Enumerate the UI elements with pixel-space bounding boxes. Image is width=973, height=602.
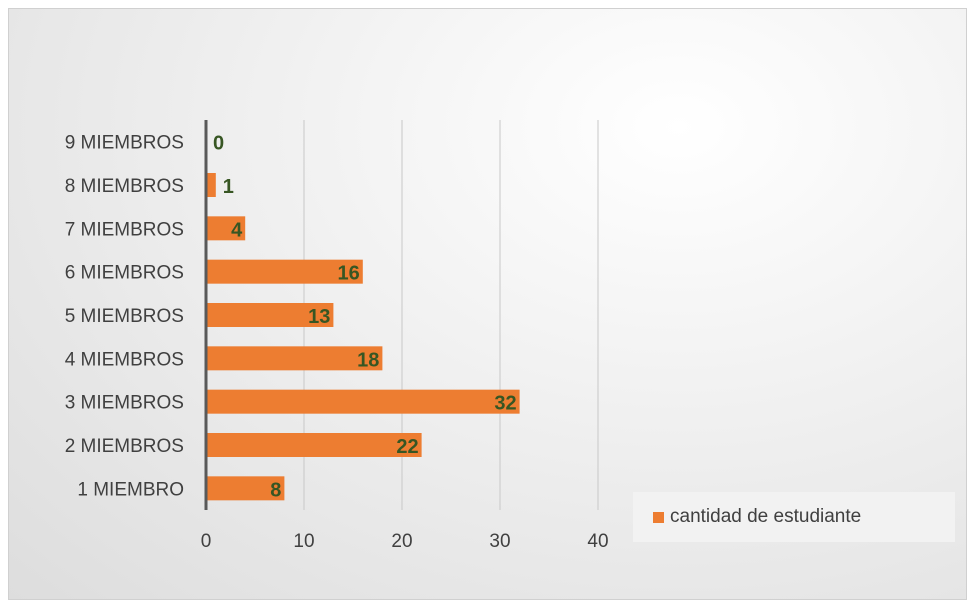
- bar: [206, 433, 422, 457]
- category-label: 9 MIEMBROS: [65, 133, 184, 154]
- x-tick-label: 0: [201, 531, 212, 552]
- data-label: 0: [213, 133, 224, 155]
- bar: [206, 346, 383, 371]
- category-label: 8 MIEMBROS: [65, 176, 184, 197]
- data-label: 1: [223, 176, 234, 198]
- bar: [206, 216, 246, 241]
- bar: [206, 173, 216, 197]
- data-label: 18: [357, 349, 379, 371]
- category-label: 3 MIEMBROS: [65, 393, 184, 414]
- bar: [206, 259, 363, 284]
- x-tick-label: 30: [489, 531, 510, 552]
- x-tick-label: 40: [587, 531, 608, 552]
- bar: [206, 303, 334, 327]
- data-label: 32: [494, 393, 516, 415]
- category-label: 1 MIEMBRO: [77, 479, 184, 500]
- x-tick-label: 20: [391, 531, 412, 552]
- x-tick-label: 10: [293, 531, 314, 552]
- data-label: 13: [308, 306, 330, 328]
- category-label: 7 MIEMBROS: [65, 219, 184, 240]
- category-label: 6 MIEMBROS: [65, 263, 184, 284]
- bar: [206, 389, 520, 414]
- data-label: 16: [338, 263, 360, 285]
- data-label: 8: [270, 479, 281, 501]
- data-label: 4: [231, 219, 243, 241]
- category-label: 4 MIEMBROS: [65, 349, 184, 370]
- legend-label: cantidad de estudiante: [670, 506, 862, 527]
- data-label: 22: [396, 436, 418, 458]
- bar: [206, 476, 285, 501]
- category-label: 5 MIEMBROS: [65, 306, 184, 327]
- legend-swatch: [653, 511, 664, 523]
- category-label: 2 MIEMBROS: [65, 436, 184, 457]
- legend: cantidad de estudiante: [633, 492, 955, 542]
